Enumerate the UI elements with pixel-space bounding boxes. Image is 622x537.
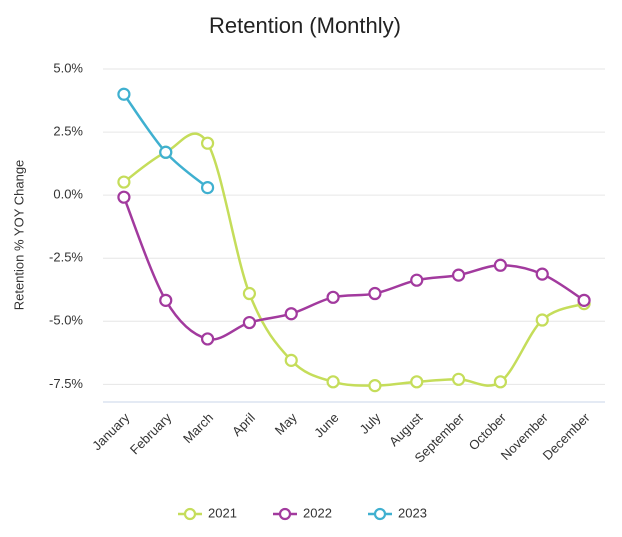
data-point	[326, 290, 340, 304]
data-point	[117, 175, 131, 189]
data-point	[242, 315, 257, 330]
data-point	[117, 87, 131, 101]
series-line	[123, 132, 585, 387]
data-point	[410, 273, 424, 287]
data-point	[284, 307, 298, 321]
y-tick-label: 5.0%	[53, 60, 83, 75]
data-point	[451, 372, 466, 386]
data-point	[200, 136, 215, 150]
y-tick-label: -7.5%	[49, 376, 83, 391]
x-tick-label: August	[386, 410, 425, 449]
legend-label: 2022	[303, 505, 332, 520]
x-tick-label: July	[357, 410, 384, 437]
y-axis-label: Retention % YOY Change	[11, 160, 26, 311]
x-tick-label: June	[311, 410, 342, 441]
data-point	[577, 293, 591, 307]
y-tick-label: -5.0%	[49, 313, 83, 328]
data-point	[493, 258, 508, 272]
data-point	[535, 267, 549, 281]
data-point	[535, 313, 549, 327]
data-point	[200, 332, 215, 346]
data-point	[159, 145, 173, 159]
data-point	[284, 353, 298, 367]
legend-label: 2021	[208, 505, 237, 520]
data-point	[368, 286, 382, 301]
y-tick-label: 0.0%	[53, 187, 83, 202]
data-point	[159, 293, 173, 307]
chart-title: Retention (Monthly)	[209, 13, 401, 38]
legend-marker	[183, 507, 197, 521]
x-tick-label: May	[272, 410, 300, 438]
legend-marker	[278, 507, 292, 521]
data-point	[410, 375, 424, 389]
data-point	[368, 379, 382, 393]
data-point	[117, 190, 131, 204]
data-point	[242, 286, 257, 301]
x-tick-label: February	[127, 410, 175, 458]
legend-marker	[373, 507, 387, 521]
legend-label: 2023	[398, 505, 427, 520]
data-point	[451, 268, 466, 282]
data-point	[200, 180, 215, 195]
data-point	[493, 375, 508, 389]
x-tick-label: April	[229, 410, 258, 439]
series-line	[122, 196, 585, 341]
data-point	[326, 375, 340, 389]
y-tick-label: -2.5%	[49, 250, 83, 265]
x-tick-label: March	[180, 410, 216, 446]
y-tick-label: 2.5%	[53, 124, 83, 139]
